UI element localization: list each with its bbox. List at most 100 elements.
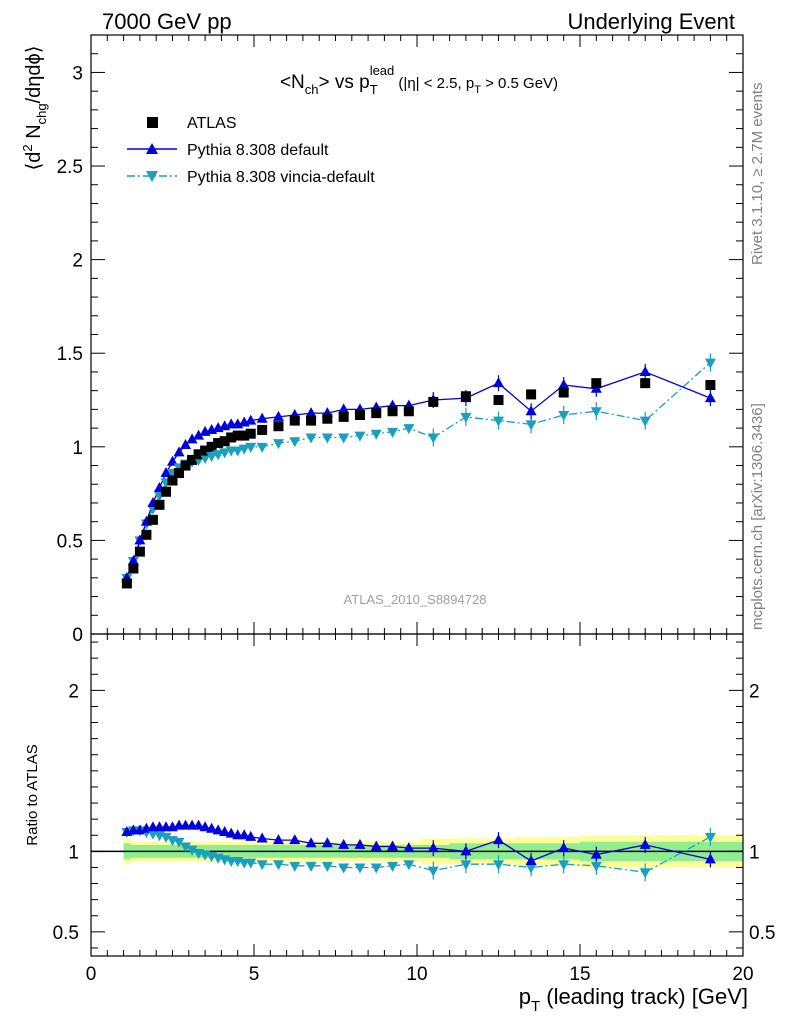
atlas-point	[167, 475, 178, 486]
title-part-2-sub: T	[370, 82, 378, 97]
vincia-point	[558, 410, 570, 421]
vincia-point	[370, 429, 382, 440]
ratio-pythia-default-point	[256, 832, 268, 843]
ratio-vincia-point	[245, 858, 257, 869]
vincia-point	[272, 439, 284, 450]
main-y-label-open: ⟨d	[23, 152, 45, 171]
vincia-point	[403, 424, 415, 435]
ratio-ytick-label: 2	[68, 681, 79, 702]
ratio-vincia-point	[493, 860, 504, 871]
header-right: Underlying Event	[567, 9, 735, 34]
atlas-point	[591, 378, 602, 389]
ratio-pythia-default-point	[525, 855, 537, 866]
main-y-label-sup: 2	[20, 144, 35, 151]
title-part-2-sup: lead	[370, 63, 395, 78]
legend-vincia-marker	[146, 171, 158, 182]
pythia-default-point	[245, 414, 257, 425]
legend-atlas-label: ATLAS	[187, 115, 237, 132]
atlas-point	[306, 415, 317, 426]
rivet-label: Rivet 3.1.10, ≥ 2.7M events	[749, 83, 766, 266]
pythia-default-point	[525, 405, 537, 416]
ratio-vincia-point	[387, 861, 399, 872]
atlas-point	[174, 468, 185, 479]
title-part-1: <N	[280, 72, 305, 93]
ratio-pythia-default-point	[219, 826, 231, 837]
ratio-vincia-point	[256, 860, 268, 871]
vincia-point	[212, 450, 224, 461]
x-tick-label: 5	[249, 964, 260, 985]
x-label-p: p	[519, 984, 531, 1009]
vincia-point	[305, 433, 317, 444]
pythia-default-point	[305, 407, 317, 418]
title-part-3: (|η| < 2.5, p	[394, 75, 474, 92]
ratio-pythia-default-point	[305, 837, 317, 848]
vincia-point	[206, 452, 218, 463]
atlas-point	[154, 499, 165, 510]
atlas-point	[213, 438, 224, 449]
vincia-point	[245, 442, 257, 453]
ratio-pythia-default-point	[460, 845, 472, 856]
x-axis-label: pT (leading track) [GeV]	[519, 984, 748, 1015]
ratio-ytick-label-right: 1	[749, 842, 760, 863]
legend: ATLAS Pythia 8.308 default Pythia 8.308 …	[127, 115, 375, 186]
atlas-point	[193, 449, 204, 460]
pythia-default-point	[493, 377, 504, 388]
title-part-1-sub: ch	[305, 82, 319, 97]
main-panel: 0 0.5 1 1.5 2 2.5 3	[57, 34, 744, 646]
ratio-pythia-default-point	[238, 829, 250, 840]
main-chart-title: <Nch> vs pTlead (|η| < 2.5, pT > 0.5 GeV…	[280, 63, 558, 97]
ratio-pythia-default-point	[387, 840, 399, 851]
vincia-point	[354, 431, 366, 442]
main-ytick-label: 0	[72, 625, 83, 646]
legend-default-marker	[146, 143, 158, 154]
atlas-point	[200, 445, 211, 456]
vincia-point	[460, 412, 472, 423]
atlas-point	[226, 432, 237, 443]
x-tick-label: 10	[406, 964, 427, 985]
ratio-pythia-default-point	[704, 853, 716, 864]
atlas-point	[257, 424, 268, 435]
atlas-point	[460, 391, 471, 402]
atlas-point	[558, 387, 569, 398]
ratio-vincia-point	[558, 860, 570, 871]
pythia-default-point	[160, 467, 172, 478]
atlas-point	[338, 411, 349, 422]
main-y-label-n: N	[23, 124, 45, 144]
ratio-pythia-default-point	[493, 834, 504, 845]
ratio-pythia-default-point	[427, 842, 439, 853]
atlas-point	[640, 378, 651, 389]
ratio-vincia-point	[173, 837, 185, 848]
main-ytick-label: 3	[72, 63, 83, 84]
analysis-watermark: ATLAS_2010_S8894728	[344, 592, 487, 607]
atlas-point	[128, 563, 139, 574]
vincia-point	[232, 446, 244, 457]
ratio-vincia-point	[427, 866, 439, 877]
ratio-pythia-default-point	[370, 840, 382, 851]
ratio-pythia-default-point	[289, 834, 301, 845]
pythia-default-point	[180, 438, 192, 449]
vincia-point	[238, 444, 250, 455]
vincia-point	[199, 454, 211, 465]
atlas-point	[141, 529, 152, 540]
ratio-pythia-default-point	[225, 827, 237, 838]
pythia-default-point	[167, 455, 178, 466]
vincia-point	[338, 433, 350, 444]
atlas-point	[180, 460, 191, 471]
pythia-default-point	[272, 410, 284, 421]
atlas-point	[354, 409, 365, 420]
ratio-vincia-point	[460, 860, 472, 871]
ratio-ytick-label-right: 0.5	[749, 923, 775, 944]
vincia-point	[289, 437, 301, 448]
mcplots-label: mcplots.cern.ch [arXiv:1306.3436]	[749, 403, 766, 630]
header-left: 7000 GeV pp	[102, 9, 232, 34]
vincia-point	[704, 358, 716, 369]
title-part-3-sub: T	[474, 84, 481, 96]
vincia-point	[321, 433, 333, 444]
ratio-vincia-point	[354, 863, 366, 874]
atlas-point	[403, 406, 414, 417]
vincia-point	[493, 416, 504, 427]
ratio-ytick-label-right: 2	[749, 681, 760, 702]
ratio-pythia-default-point	[245, 830, 257, 841]
